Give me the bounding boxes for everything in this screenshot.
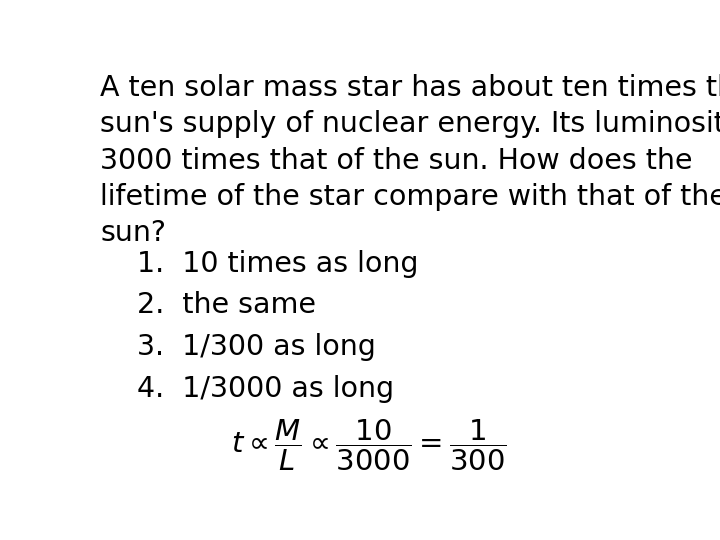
Text: 2.  the same: 2. the same <box>138 292 316 320</box>
Text: 1.  10 times as long: 1. 10 times as long <box>138 250 419 278</box>
Text: 4.  1/3000 as long: 4. 1/3000 as long <box>138 375 395 403</box>
Text: $t \propto \dfrac{M}{L} \propto \dfrac{10}{3000} = \dfrac{1}{300}$: $t \propto \dfrac{M}{L} \propto \dfrac{1… <box>231 418 507 473</box>
Text: A ten solar mass star has about ten times the
sun's supply of nuclear energy. It: A ten solar mass star has about ten time… <box>100 74 720 247</box>
Text: 3.  1/300 as long: 3. 1/300 as long <box>138 333 377 361</box>
